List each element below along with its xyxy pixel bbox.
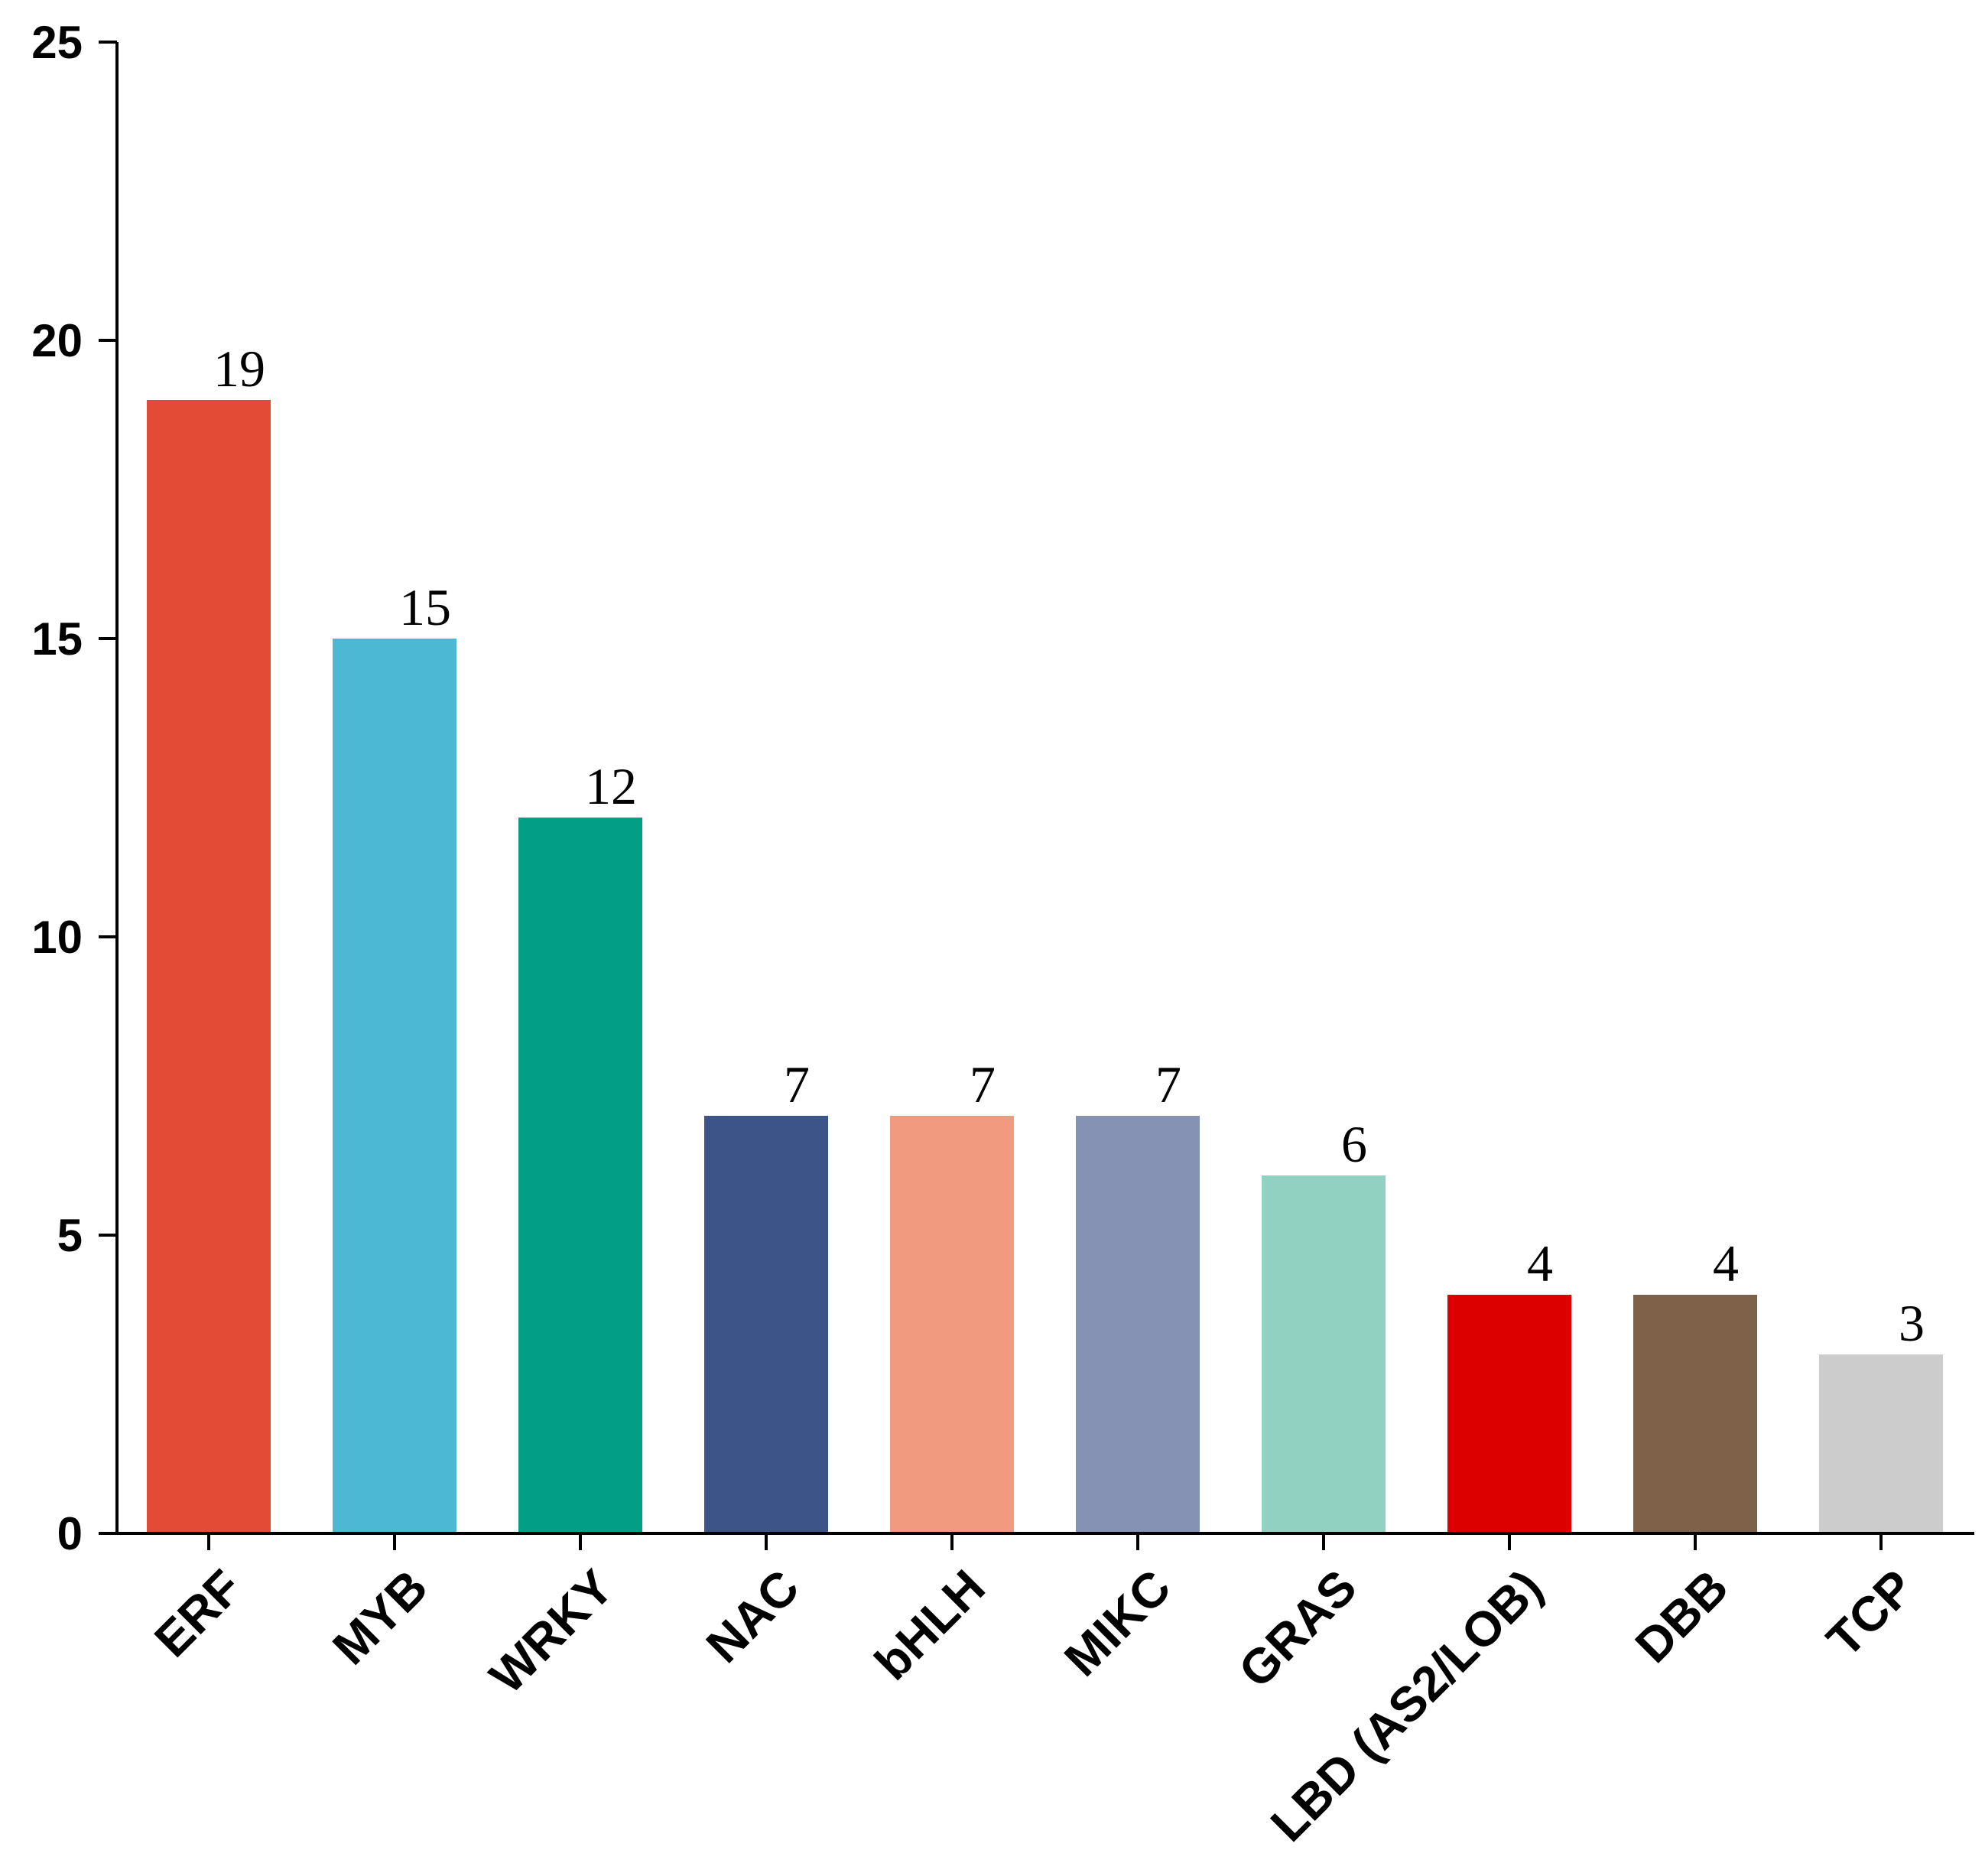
y-tick-label: 25 bbox=[31, 17, 83, 68]
data-label-myb: 15 bbox=[399, 578, 451, 636]
y-tick-label: 0 bbox=[57, 1508, 83, 1559]
x-tick-label: TCP bbox=[1816, 1559, 1924, 1667]
x-tick-label: bHLH bbox=[864, 1559, 996, 1691]
x-tick-label: NAC bbox=[696, 1559, 810, 1673]
y-tick-label: 5 bbox=[57, 1210, 83, 1261]
bar-bhlh bbox=[890, 1116, 1014, 1533]
data-label-erf: 19 bbox=[213, 340, 265, 398]
y-tick-label: 15 bbox=[31, 613, 83, 665]
x-tick-label: DBB bbox=[1625, 1559, 1739, 1673]
x-tick-label: GRAS bbox=[1228, 1559, 1367, 1699]
data-label-wrky: 12 bbox=[585, 757, 637, 815]
data-label-tcp: 3 bbox=[1899, 1294, 1925, 1352]
y-axis: 0 5 10 15 20 25 bbox=[31, 17, 119, 1559]
data-labels-group: 19 15 12 7 7 7 6 4 4 3 bbox=[213, 340, 1925, 1352]
bar-erf bbox=[147, 400, 271, 1533]
bar-mikc bbox=[1076, 1116, 1200, 1533]
x-tick-label: MIKC bbox=[1054, 1559, 1181, 1687]
y-tick-label: 10 bbox=[31, 912, 83, 963]
x-tick-label: MYB bbox=[322, 1559, 437, 1675]
data-label-gras: 6 bbox=[1341, 1115, 1367, 1173]
bar-lbd-as2-lob bbox=[1447, 1295, 1571, 1533]
bar-myb bbox=[333, 639, 456, 1533]
data-label-bhlh: 7 bbox=[970, 1055, 996, 1114]
y-tick-label: 20 bbox=[31, 315, 83, 366]
bar-gras bbox=[1262, 1175, 1386, 1533]
data-label-mikc: 7 bbox=[1155, 1055, 1181, 1114]
bar-dbb bbox=[1633, 1295, 1757, 1533]
data-label-dbb: 4 bbox=[1713, 1234, 1739, 1292]
bar-wrky bbox=[518, 818, 642, 1533]
bars-group bbox=[147, 400, 1943, 1533]
x-tick-label: WRKY bbox=[479, 1559, 624, 1704]
bar-nac bbox=[704, 1116, 828, 1533]
data-label-lbd-as2-lob: 4 bbox=[1527, 1234, 1553, 1292]
bar-tcp bbox=[1819, 1354, 1943, 1533]
x-tick-label: ERF bbox=[144, 1559, 252, 1667]
data-label-nac: 7 bbox=[784, 1055, 810, 1114]
